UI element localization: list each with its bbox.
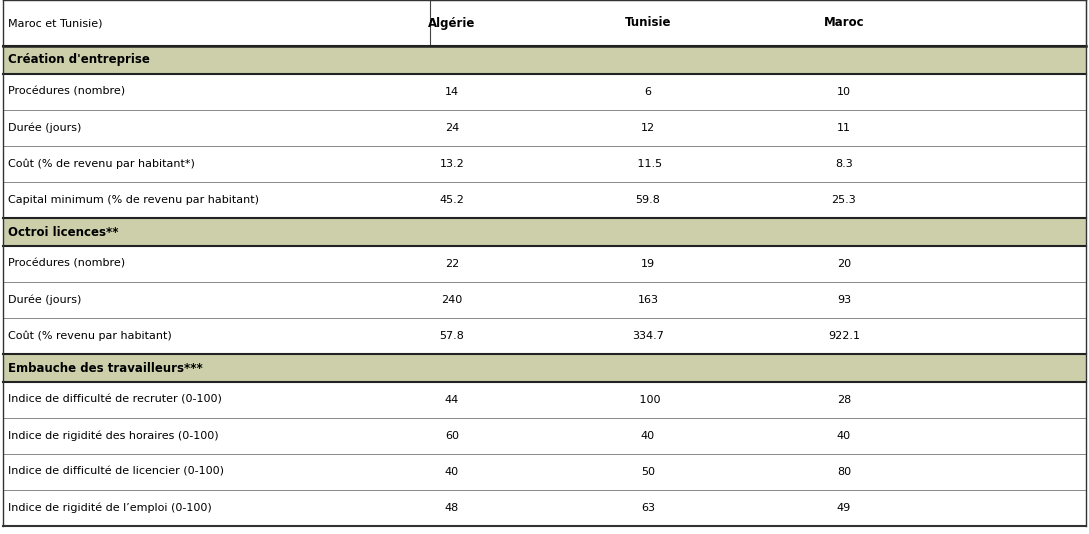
- Bar: [3, 246, 1086, 282]
- Text: Tunisie: Tunisie: [625, 17, 671, 29]
- Bar: [430, 0, 1086, 46]
- Text: Durée (jours): Durée (jours): [8, 295, 81, 305]
- Text: 24: 24: [444, 123, 460, 133]
- Text: 22: 22: [444, 259, 460, 269]
- Text: Coût (% de revenu par habitant*): Coût (% de revenu par habitant*): [8, 159, 195, 169]
- Text: Maroc: Maroc: [823, 17, 865, 29]
- Text: 11: 11: [837, 123, 851, 133]
- Text: Embauche des travailleurs***: Embauche des travailleurs***: [8, 362, 203, 374]
- Text: Procédures (nombre): Procédures (nombre): [8, 259, 125, 269]
- Bar: [3, 454, 1086, 490]
- Text: 163: 163: [637, 295, 659, 305]
- Text: 12: 12: [641, 123, 654, 133]
- Text: 44: 44: [444, 395, 460, 405]
- Text: Indice de rigidité des horaires (0-100): Indice de rigidité des horaires (0-100): [8, 431, 218, 441]
- Text: 40: 40: [445, 467, 458, 477]
- Text: 57.8: 57.8: [440, 331, 464, 341]
- Text: 6: 6: [645, 87, 651, 97]
- Text: Indice de rigidité de l’emploi (0-100): Indice de rigidité de l’emploi (0-100): [8, 502, 211, 513]
- Bar: [3, 418, 1086, 454]
- Text: Coût (% revenu par habitant): Coût (% revenu par habitant): [8, 331, 171, 341]
- Text: Octroi licences**: Octroi licences**: [8, 225, 118, 239]
- Text: 28: 28: [836, 395, 852, 405]
- Bar: [3, 0, 1086, 46]
- Text: 50: 50: [641, 467, 654, 477]
- Text: 45.2: 45.2: [440, 195, 464, 205]
- Text: 59.8: 59.8: [636, 195, 660, 205]
- Text: 8.3: 8.3: [835, 159, 853, 169]
- Text: 25.3: 25.3: [832, 195, 856, 205]
- Text: Maroc et Tunisie): Maroc et Tunisie): [8, 18, 102, 28]
- Text: 922.1: 922.1: [828, 331, 860, 341]
- Bar: [3, 382, 1086, 418]
- Bar: [3, 490, 1086, 526]
- Text: 63: 63: [641, 503, 654, 513]
- Text: 11.5: 11.5: [634, 159, 662, 169]
- Bar: [3, 282, 1086, 318]
- Bar: [3, 218, 1086, 246]
- Text: 100: 100: [636, 395, 660, 405]
- Text: Algérie: Algérie: [428, 17, 476, 29]
- Bar: [3, 46, 1086, 74]
- Text: 40: 40: [837, 431, 851, 441]
- Bar: [3, 110, 1086, 146]
- Text: 240: 240: [441, 295, 463, 305]
- Text: Capital minimum (% de revenu par habitant): Capital minimum (% de revenu par habitan…: [8, 195, 258, 205]
- Text: 80: 80: [837, 467, 851, 477]
- Text: 19: 19: [641, 259, 654, 269]
- Text: 93: 93: [837, 295, 851, 305]
- Text: 49: 49: [836, 503, 852, 513]
- Text: Indice de difficulté de licencier (0-100): Indice de difficulté de licencier (0-100…: [8, 467, 223, 477]
- Bar: [3, 318, 1086, 354]
- Bar: [3, 146, 1086, 182]
- Bar: [3, 354, 1086, 382]
- Text: 14: 14: [445, 87, 458, 97]
- Text: 20: 20: [837, 259, 851, 269]
- Bar: [3, 74, 1086, 110]
- Bar: [3, 182, 1086, 218]
- Text: 13.2: 13.2: [440, 159, 464, 169]
- Text: Création d'entreprise: Création d'entreprise: [8, 53, 149, 67]
- Text: 48: 48: [444, 503, 460, 513]
- Text: Indice de difficulté de recruter (0-100): Indice de difficulté de recruter (0-100): [8, 395, 221, 405]
- Text: 334.7: 334.7: [632, 331, 664, 341]
- Text: Procédures (nombre): Procédures (nombre): [8, 87, 125, 97]
- Text: 40: 40: [641, 431, 654, 441]
- Text: Durée (jours): Durée (jours): [8, 123, 81, 134]
- Text: 10: 10: [837, 87, 851, 97]
- Text: 60: 60: [445, 431, 458, 441]
